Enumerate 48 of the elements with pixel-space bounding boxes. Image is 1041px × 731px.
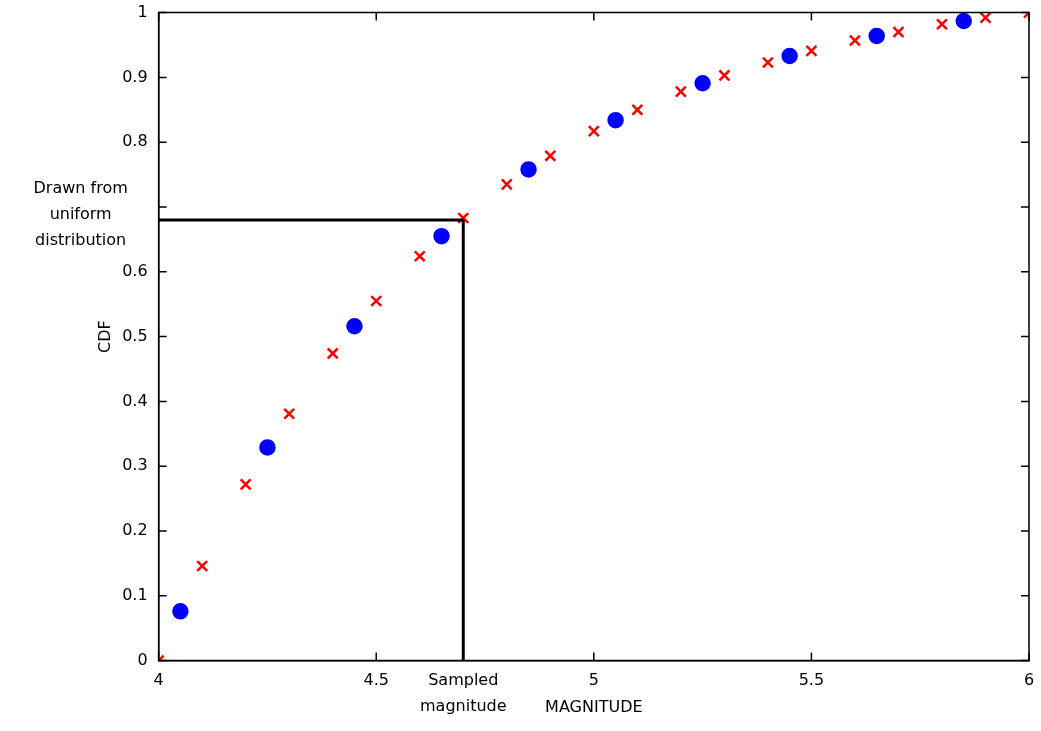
point bbox=[457, 211, 470, 225]
point bbox=[607, 111, 624, 129]
point bbox=[674, 85, 688, 98]
y-tick-label: 0.5 bbox=[122, 325, 148, 345]
point bbox=[544, 149, 557, 163]
ref-line-label: Drawn from uniform distribution bbox=[33, 178, 128, 250]
point bbox=[259, 439, 276, 456]
y-tick-label: 0.6 bbox=[122, 260, 148, 280]
point bbox=[346, 317, 363, 335]
y-axis-title: CDF bbox=[94, 320, 114, 353]
x-tick-label: 5 bbox=[588, 670, 599, 690]
y-tick-label: 1 bbox=[137, 1, 148, 21]
y-tick-label: 0.2 bbox=[122, 520, 148, 540]
x-tick-label: 4 bbox=[153, 670, 164, 690]
point bbox=[892, 25, 905, 39]
point bbox=[195, 559, 209, 573]
point bbox=[370, 294, 383, 308]
y-tick-label: 0.4 bbox=[122, 390, 148, 410]
point bbox=[781, 47, 798, 65]
y-tick-label: 0.3 bbox=[122, 455, 148, 475]
point bbox=[718, 69, 731, 82]
point bbox=[172, 603, 189, 620]
ref-line-label: Sampled magnitude bbox=[420, 669, 507, 715]
point bbox=[694, 74, 711, 92]
y-tick-label: 0.9 bbox=[122, 66, 148, 86]
point bbox=[935, 18, 949, 31]
point bbox=[761, 56, 775, 69]
point bbox=[520, 161, 537, 178]
point bbox=[848, 34, 862, 47]
point bbox=[413, 250, 426, 263]
x-tick-label: 6 bbox=[1023, 670, 1035, 690]
x-tick-label: 4.5 bbox=[363, 670, 389, 690]
point bbox=[283, 407, 296, 420]
point bbox=[805, 44, 818, 58]
point bbox=[631, 103, 644, 116]
point bbox=[955, 12, 972, 30]
x-axis-title: MAGNITUDE bbox=[545, 696, 643, 716]
point bbox=[979, 12, 992, 24]
point bbox=[433, 227, 450, 245]
y-tick-label: 0.1 bbox=[122, 584, 148, 604]
y-tick-label: 0 bbox=[137, 649, 148, 669]
x-tick-label: 5.5 bbox=[798, 670, 825, 690]
point bbox=[326, 347, 339, 360]
point bbox=[868, 27, 885, 45]
point bbox=[500, 178, 513, 191]
point bbox=[239, 478, 252, 491]
point bbox=[587, 124, 601, 138]
y-tick-label: 0.8 bbox=[122, 131, 148, 151]
